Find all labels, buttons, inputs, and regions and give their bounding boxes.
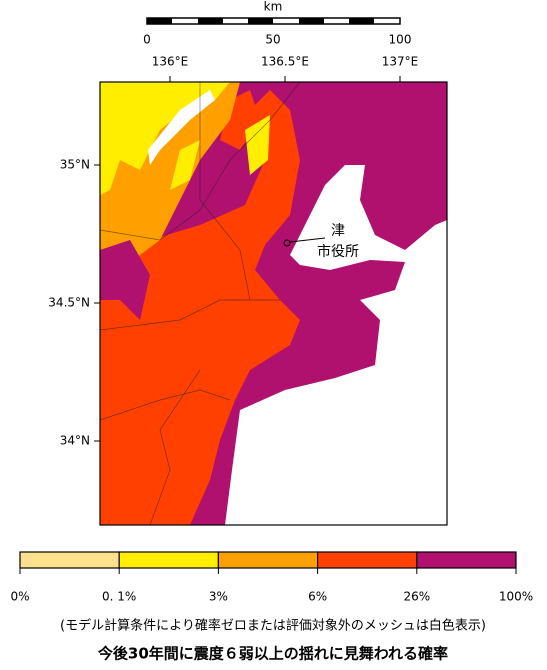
scale-bar xyxy=(146,17,401,25)
scale-unit: km xyxy=(264,0,283,14)
map-title: 今後30年間に震度６弱以上の揺れに見舞われる確率 xyxy=(97,645,448,663)
legend-label: 100% xyxy=(499,590,533,604)
legend-swatch xyxy=(317,551,418,569)
longitude-label: 137°E xyxy=(382,55,419,69)
legend-label: 0% xyxy=(10,590,29,604)
latitude-label: 34°N xyxy=(60,434,90,448)
place-name: 津 xyxy=(331,223,345,239)
scale-tick-label: 0 xyxy=(143,33,151,47)
legend-swatch xyxy=(19,551,120,569)
longitude-label: 136.5°E xyxy=(261,55,309,69)
legend-label: 6% xyxy=(308,590,327,604)
legend-swatch xyxy=(118,551,219,569)
scale-tick-label: 50 xyxy=(265,33,280,47)
note: (モデル計算条件により確率ゼロまたは評価対象外のメッシュは白色表示) xyxy=(60,618,486,634)
legend-swatch xyxy=(416,551,517,569)
legend-label: 0. 1% xyxy=(102,590,136,604)
place-sub: 市役所 xyxy=(317,243,359,260)
scale-tick-label: 100 xyxy=(389,33,412,47)
longitude-label: 136°E xyxy=(152,55,189,69)
latitude-label: 35°N xyxy=(60,158,90,172)
latitude-label: 34.5°N xyxy=(48,296,90,310)
map xyxy=(94,76,448,526)
legend-label: 26% xyxy=(403,590,430,604)
legend-swatch xyxy=(217,551,319,569)
legend-label: 3% xyxy=(209,590,228,604)
